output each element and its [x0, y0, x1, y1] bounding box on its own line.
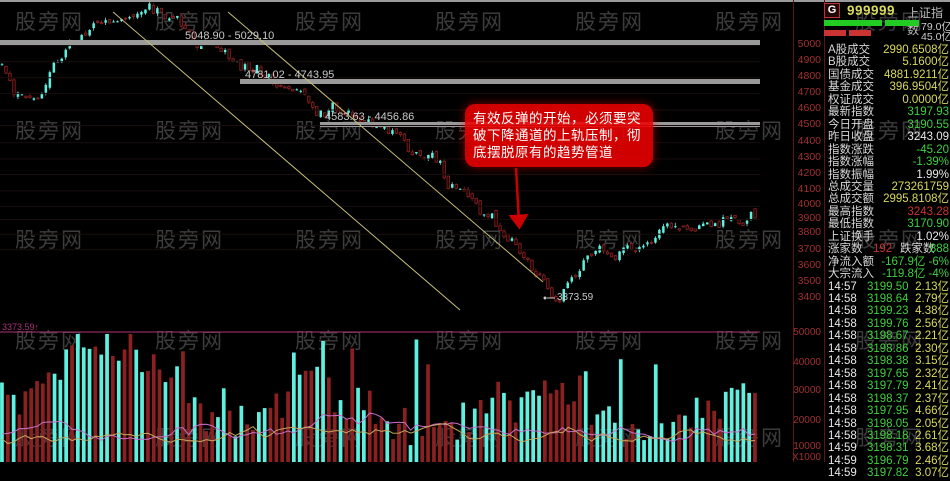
svg-text:3373.59↑: 3373.59↑: [2, 322, 39, 332]
